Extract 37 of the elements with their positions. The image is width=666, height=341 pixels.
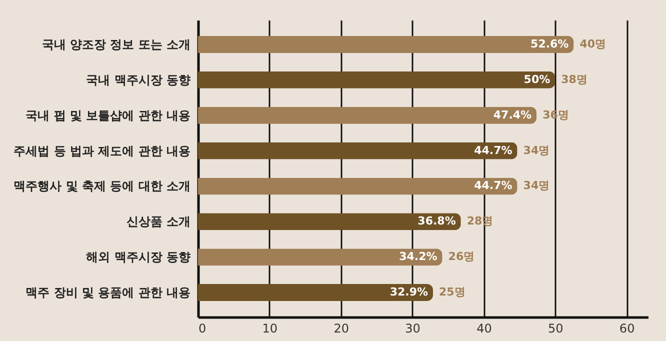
- annotation: 26명: [448, 250, 475, 264]
- data-label: 50%: [524, 72, 550, 86]
- bar: [198, 213, 461, 230]
- x-tick-label: 10: [262, 322, 278, 336]
- x-tick-label: 30: [405, 322, 420, 336]
- bar: [198, 142, 518, 160]
- x-tick-label: 60: [619, 322, 635, 336]
- y-tick-label: 맥주행사 및 축제 등에 대한 소개: [14, 179, 190, 194]
- y-tick-label: 국내 맥주시장 동향: [86, 72, 190, 87]
- bar: [198, 106, 537, 124]
- annotation: 40명: [580, 37, 606, 50]
- bar: [198, 71, 556, 88]
- data-label: 47.4%: [493, 108, 532, 122]
- bar: [198, 284, 433, 302]
- data-label: 44.7%: [474, 179, 512, 192]
- y-tick-label: 해외 맥주시장 동향: [86, 250, 190, 264]
- annotation: 34명: [523, 179, 550, 192]
- bar: [198, 178, 518, 195]
- bar: [198, 36, 574, 53]
- annotation: 38명: [561, 72, 588, 86]
- annotation: 34명: [523, 144, 550, 157]
- bar: [198, 248, 442, 266]
- data-label: 34.2%: [399, 250, 438, 264]
- y-tick-label: 국내 펍 및 보틀샵에 관한 내용: [26, 108, 190, 122]
- x-tick-label: 20: [334, 322, 349, 336]
- x-tick-label: 50: [548, 322, 564, 336]
- y-tick-label: 국내 양조장 정보 또는 소개: [42, 37, 190, 52]
- y-tick-label: 신상품 소개: [126, 214, 190, 229]
- y-tick-label: 주세법 등 법과 제도에 관한 내용: [14, 144, 190, 158]
- x-tick-label: 0: [198, 322, 206, 336]
- x-tick-label: 40: [476, 322, 492, 336]
- data-label: 36.8%: [418, 214, 456, 228]
- data-label: 44.7%: [474, 144, 512, 157]
- data-label: 52.6%: [530, 37, 569, 50]
- data-label: 32.9%: [390, 286, 428, 299]
- annotation: 25명: [439, 286, 466, 299]
- y-tick-label: 맥주 장비 및 용품에 관한 내용: [26, 286, 190, 300]
